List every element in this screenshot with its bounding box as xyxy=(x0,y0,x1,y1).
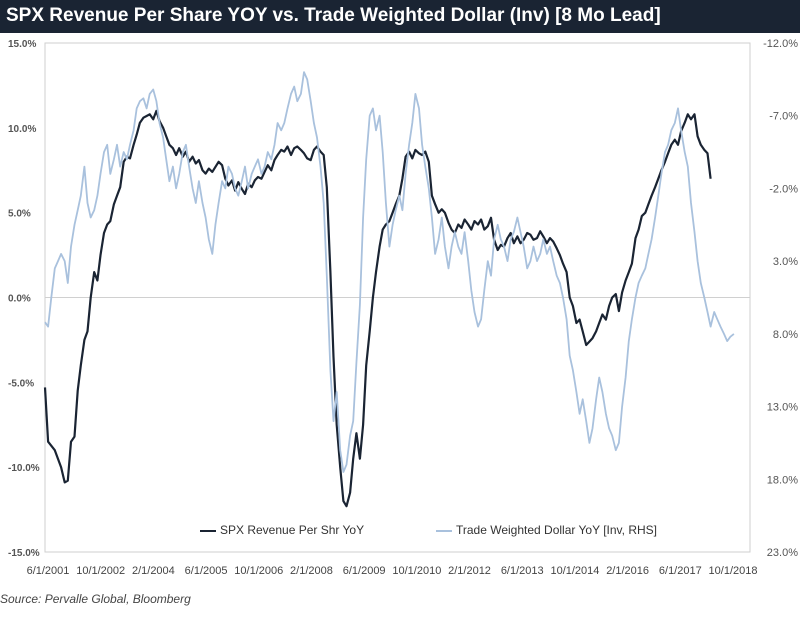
y-left-tick-label: -5.0% xyxy=(8,378,34,389)
y-left-tick-label: 10.0% xyxy=(8,124,36,135)
series-line-trade-weighted-dollar xyxy=(44,71,735,473)
x-tick-label: 10/1/2006 xyxy=(234,565,283,577)
y-right-tick-label: -12.0% xyxy=(763,38,798,50)
x-tick-label: 2/1/2008 xyxy=(290,565,333,577)
x-tick-label: 6/1/2001 xyxy=(27,565,70,577)
y-right-tick-label: 18.0% xyxy=(767,474,798,486)
y-left-tick-label: -15.0% xyxy=(8,548,40,559)
x-tick-label: 6/1/2009 xyxy=(343,565,386,577)
x-tick-label: 6/1/2017 xyxy=(659,565,702,577)
title-bar: SPX Revenue Per Share YOY vs. Trade Weig… xyxy=(0,0,800,33)
x-tick-label: 10/1/2018 xyxy=(709,565,758,577)
y-left-tick-label: 0.0% xyxy=(8,294,31,305)
legend-swatch-series-1 xyxy=(200,529,216,532)
x-tick-label: 2/1/2016 xyxy=(606,565,649,577)
series-line-spx-revenue xyxy=(43,109,712,508)
y-left-tick-label: 15.0% xyxy=(8,39,36,50)
y-left-tick-label: -10.0% xyxy=(8,463,40,474)
y-right-tick-label: 8.0% xyxy=(773,329,798,341)
y-right-tick-label: 13.0% xyxy=(767,402,798,414)
chart-title: SPX Revenue Per Share YOY vs. Trade Weig… xyxy=(6,5,661,26)
x-tick-label: 6/1/2013 xyxy=(501,565,544,577)
y-right-tick-label: -7.0% xyxy=(769,111,798,123)
x-tick-label: 6/1/2005 xyxy=(185,565,228,577)
x-tick-label: 10/1/2010 xyxy=(392,565,441,577)
y-right-tick-label: 23.0% xyxy=(767,547,798,559)
chart-canvas: 15.0% 10.0% 5.0% 0.0% -5.0% -10.0% -15.0% -12.0… xyxy=(8,38,798,577)
legend-label-series-1: SPX Revenue Per Shr YoY xyxy=(220,523,365,537)
y-left-tick-label: 5.0% xyxy=(8,209,31,220)
legend-label-series-2: Trade Weighted Dollar YoY [Inv, RHS] xyxy=(456,523,657,537)
x-tick-label: 10/1/2002 xyxy=(76,565,125,577)
x-tick-label: 2/1/2012 xyxy=(448,565,491,577)
x-tick-label: 10/1/2014 xyxy=(550,565,599,577)
y-right-tick-label: 3.0% xyxy=(773,256,798,268)
legend-swatch-series-2 xyxy=(436,529,452,532)
legend-item-series-2: Trade Weighted Dollar YoY [Inv, RHS] xyxy=(436,523,657,537)
x-tick-label: 2/1/2004 xyxy=(132,565,175,577)
y-right-tick-label: -2.0% xyxy=(769,183,798,195)
source-note: Source: Pervalle Global, Bloomberg xyxy=(0,592,191,606)
legend-item-series-1: SPX Revenue Per Shr YoY xyxy=(200,523,364,537)
